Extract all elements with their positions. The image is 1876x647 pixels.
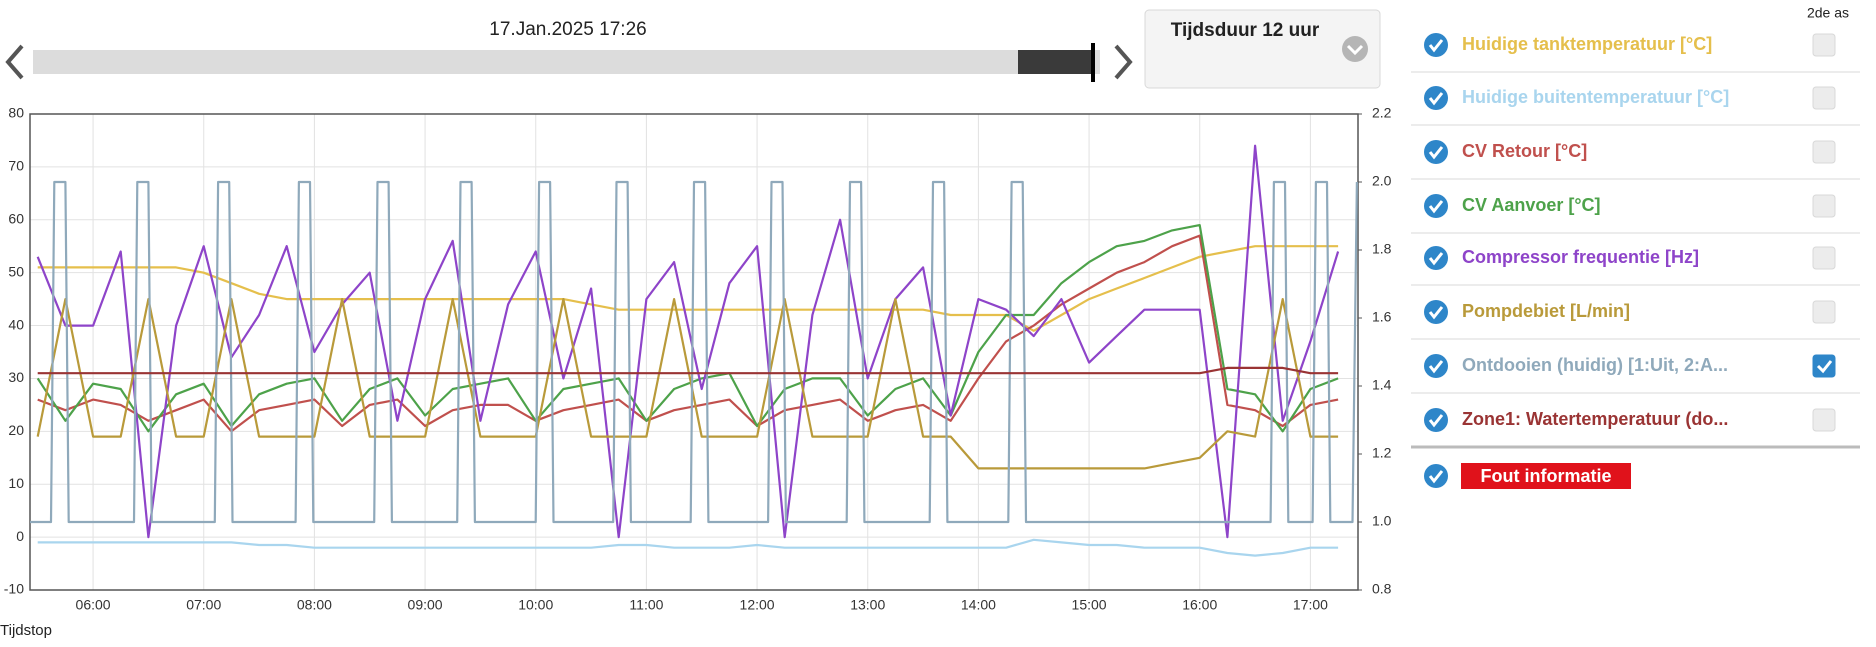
visibility-toggle[interactable] — [1424, 300, 1448, 324]
check-icon — [1428, 360, 1444, 374]
prev-arrow[interactable] — [5, 44, 24, 80]
x-tick-label: 15:00 — [1072, 597, 1107, 613]
x-tick-label: 08:00 — [297, 597, 332, 613]
y-tick-label: 10 — [8, 475, 24, 491]
second-axis-checkbox[interactable] — [1812, 408, 1836, 432]
series-line — [37, 234, 1339, 433]
second-axis-checkbox[interactable] — [1812, 140, 1836, 164]
y2-tick-label: 1.0 — [1372, 513, 1392, 529]
check-icon — [1428, 252, 1444, 266]
x-tick-label: 11:00 — [629, 597, 663, 613]
time-slider[interactable] — [33, 50, 1100, 74]
x-tick-label: 10:00 — [518, 597, 553, 613]
dropdown-box[interactable] — [1144, 9, 1381, 89]
second-axis-checkbox[interactable] — [1812, 354, 1836, 378]
legend-label: Huidige buitentemperatuur [°C] — [1462, 87, 1729, 107]
x-tick-label: 17:00 — [1293, 597, 1328, 613]
series-line — [36, 224, 1339, 433]
dropdown-chevron — [1346, 44, 1364, 56]
series-line — [37, 245, 1339, 332]
visibility-toggle[interactable] — [1424, 194, 1448, 218]
x-tick-label: 16:00 — [1182, 597, 1217, 613]
x-tick-label: 06:00 — [76, 597, 111, 613]
legend-label: CV Retour [°C] — [1462, 141, 1587, 161]
error-badge — [1461, 463, 1631, 489]
check-icon — [1428, 200, 1444, 214]
plot: -10 0 10 20 30 40 50 60 70 80 06:00 07:00 08:00 09:00… — [4, 105, 1392, 613]
duration-dropdown[interactable]: Tijdsduur 12 uur — [1144, 9, 1381, 89]
slider-window[interactable] — [1018, 50, 1092, 74]
error-label: Fout informatie — [1481, 466, 1612, 486]
check-icon — [1428, 39, 1444, 53]
series-line — [30, 180, 1358, 524]
check-icon — [1428, 146, 1444, 160]
legend: Huidige tanktemperatuur [°C] Huidige buit… — [1411, 33, 1860, 489]
y2-tick-label: 1.8 — [1372, 241, 1392, 257]
x-tick-label: 12:00 — [740, 597, 775, 613]
dropdown-text: Tijdsduur 12 uur — [1170, 20, 1320, 41]
series-line — [36, 144, 1340, 539]
y-tick-label: 20 — [8, 422, 24, 438]
series-line — [37, 538, 1339, 557]
y2-tick-label: 1.6 — [1372, 309, 1392, 325]
x-tick-label: 07:00 — [186, 597, 221, 613]
check-icon — [1428, 306, 1444, 320]
second-axis-checkbox[interactable] — [1812, 33, 1836, 57]
visibility-toggle[interactable] — [1424, 246, 1448, 270]
visibility-toggle[interactable] — [1424, 33, 1448, 57]
checkbox-tick — [1816, 360, 1833, 374]
legend-label: Compressor frequentie [Hz] — [1462, 247, 1699, 267]
y-tick-label: 60 — [8, 210, 24, 226]
series-line — [36, 298, 1339, 470]
y2-tick-label: 1.2 — [1372, 445, 1392, 461]
next-arrow[interactable] — [1114, 44, 1133, 80]
visibility-toggle[interactable] — [1424, 464, 1448, 488]
y-tick-label: -10 — [4, 581, 24, 597]
x-caption: Tijdstop — [0, 622, 52, 639]
series-lines — [30, 144, 1358, 557]
legend-label: Pompdebiet [L/min] — [1462, 301, 1630, 321]
second-axis-checkbox[interactable] — [1812, 194, 1836, 218]
y2-tick-label: 2.2 — [1372, 105, 1392, 121]
y-tick-label: 50 — [8, 263, 24, 279]
check-icon — [1428, 414, 1444, 428]
visibility-toggle[interactable] — [1424, 354, 1448, 378]
y-tick-label: 80 — [8, 105, 24, 121]
check-icon — [1428, 470, 1444, 484]
dropdown-icon[interactable] — [1342, 36, 1368, 62]
second-axis-header: 2de as — [1807, 5, 1849, 21]
dropdown-text-box: Tijdsduur 12 uur — [1170, 20, 1320, 41]
y2-tick-label: 0.8 — [1372, 581, 1392, 597]
y-tick-label: 30 — [8, 369, 24, 385]
x-tick-label: 13:00 — [850, 597, 885, 613]
y2-tick-label: 2.0 — [1372, 173, 1392, 189]
date-label: 17.Jan.2025 17:26 — [489, 19, 646, 40]
visibility-toggle[interactable] — [1424, 408, 1448, 432]
visibility-toggle[interactable] — [1424, 86, 1448, 110]
series-line — [37, 366, 1339, 375]
second-axis-checkbox[interactable] — [1812, 300, 1836, 324]
legend-label: Zone1: Watertemperatuur (do... — [1462, 409, 1728, 429]
second-axis-checkbox[interactable] — [1812, 86, 1836, 110]
second-axis-checkbox[interactable] — [1812, 246, 1836, 270]
check-icon — [1428, 92, 1444, 106]
legend-label: Ontdooien (huidig) [1:Uit, 2:A... — [1462, 355, 1728, 375]
y-tick-label: 40 — [8, 316, 24, 332]
y2-tick-label: 1.4 — [1372, 377, 1392, 393]
y-tick-label: 0 — [16, 528, 24, 544]
x-tick-label: 09:00 — [408, 597, 443, 613]
slider-handle[interactable] — [1091, 43, 1095, 82]
y-tick-label: 70 — [8, 158, 24, 174]
legend-label: Huidige tanktemperatuur [°C] — [1462, 34, 1712, 54]
x-tick-label: 14:00 — [961, 597, 996, 613]
legend-label: CV Aanvoer [°C] — [1462, 195, 1601, 215]
plot-border — [29, 113, 1359, 591]
visibility-toggle[interactable] — [1424, 140, 1448, 164]
